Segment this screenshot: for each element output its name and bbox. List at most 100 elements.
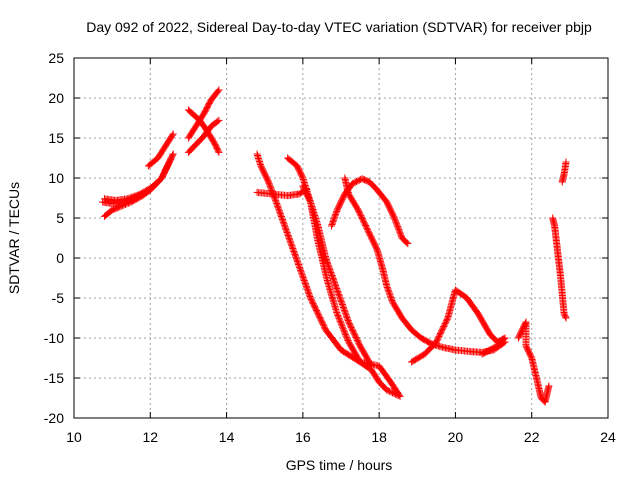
y-tick-label: 20 <box>48 90 64 106</box>
data-point-marker <box>337 319 345 327</box>
data-point-marker <box>336 317 344 325</box>
data-point-marker <box>305 291 313 299</box>
x-tick-label: 12 <box>142 429 158 445</box>
series-arc-4d <box>299 182 375 370</box>
data-point-marker <box>119 202 127 210</box>
data-point-marker <box>353 335 361 343</box>
x-tick-label: 16 <box>295 429 311 445</box>
data-point-marker <box>161 167 169 175</box>
plot-frame <box>73 57 609 419</box>
data-point-marker <box>330 216 337 224</box>
data-point-marker <box>389 389 396 397</box>
data-point-marker <box>343 335 351 343</box>
data-point-marker <box>545 382 553 390</box>
x-tick-label: 22 <box>524 429 540 445</box>
data-point-marker <box>161 168 168 176</box>
data-point-marker <box>500 335 508 343</box>
data-point-marker <box>561 313 569 321</box>
data-point-marker <box>342 331 350 339</box>
data-point-marker <box>390 390 398 397</box>
data-point-marker <box>265 178 272 186</box>
data-point-marker <box>403 239 411 247</box>
data-point-marker <box>215 148 223 156</box>
data-points <box>99 86 570 406</box>
series-arc-1c <box>101 178 162 204</box>
series-arc-3b <box>184 106 223 156</box>
data-point-marker <box>362 223 370 231</box>
data-point-marker <box>340 328 348 336</box>
data-point-marker <box>215 116 223 124</box>
data-point-marker <box>324 261 332 269</box>
data-point-marker <box>562 314 570 322</box>
series-arc-5 <box>328 175 412 248</box>
x-tick-label: 10 <box>66 429 82 445</box>
data-point-marker <box>165 158 173 166</box>
y-tick-label: 10 <box>48 170 64 186</box>
data-point-marker <box>330 276 337 284</box>
data-point-marker <box>167 154 175 162</box>
x-tick-label: 18 <box>371 429 387 445</box>
data-point-marker <box>158 173 166 181</box>
data-point-marker <box>391 215 399 223</box>
data-point-marker <box>347 322 355 330</box>
data-point-marker <box>279 218 287 226</box>
data-point-marker <box>340 326 348 334</box>
data-point-marker <box>168 131 176 139</box>
data-point-marker <box>335 290 343 298</box>
x-tick-label: 20 <box>448 429 464 445</box>
data-point-marker <box>267 184 275 192</box>
data-point-marker <box>435 332 443 340</box>
data-point-marker <box>333 310 341 318</box>
data-point-marker <box>298 269 306 277</box>
data-point-marker <box>332 209 340 217</box>
x-axis-title: GPS time / hours <box>286 457 393 473</box>
data-point-marker <box>343 334 351 342</box>
data-point-marker <box>341 329 349 337</box>
data-point-marker <box>357 212 365 220</box>
y-tick-label: 5 <box>56 210 64 226</box>
data-point-marker <box>367 361 375 369</box>
data-point-marker <box>443 315 451 323</box>
data-point-marker <box>339 323 347 331</box>
series-arc-7 <box>408 286 509 366</box>
data-point-marker <box>368 362 375 370</box>
data-point-marker <box>343 312 350 320</box>
data-point-marker <box>287 240 295 248</box>
data-point-marker <box>334 312 342 319</box>
y-tick-label: 25 <box>48 50 64 66</box>
data-point-marker <box>163 163 171 171</box>
data-point-marker <box>404 240 412 248</box>
axis-ticks: 10 12 14 16 18 20 22 24 25 20 15 10 5 0 -5 -10 -15 -20 <box>44 50 616 445</box>
data-point-marker <box>352 334 360 341</box>
data-point-marker <box>169 150 177 158</box>
data-point-marker <box>169 130 177 138</box>
y-tick-label: 15 <box>48 130 64 146</box>
data-point-marker <box>163 164 170 172</box>
data-point-marker <box>347 324 355 332</box>
x-tick-label: 24 <box>600 429 616 445</box>
data-point-marker <box>334 313 342 321</box>
data-point-marker <box>384 286 392 294</box>
data-point-marker <box>214 147 222 155</box>
data-point-marker <box>327 269 335 276</box>
data-point-marker <box>394 224 402 232</box>
data-point-marker <box>440 321 448 329</box>
series-arc-11 <box>558 158 570 186</box>
data-point-marker <box>393 391 401 399</box>
data-point-marker <box>154 178 162 186</box>
data-point-marker <box>285 233 293 241</box>
data-point-marker <box>362 222 370 229</box>
data-point-marker <box>386 387 394 395</box>
series-arc-10 <box>549 214 570 322</box>
data-point-marker <box>340 305 348 313</box>
data-point-marker <box>337 298 345 306</box>
data-point-marker <box>434 334 442 342</box>
data-point-marker <box>501 334 509 342</box>
data-point-marker <box>338 322 346 330</box>
series-arc-8 <box>478 334 509 358</box>
data-point-marker <box>394 392 402 400</box>
data-point-marker <box>158 174 166 182</box>
x-tick-label: 14 <box>219 429 235 445</box>
data-point-marker <box>117 202 125 210</box>
